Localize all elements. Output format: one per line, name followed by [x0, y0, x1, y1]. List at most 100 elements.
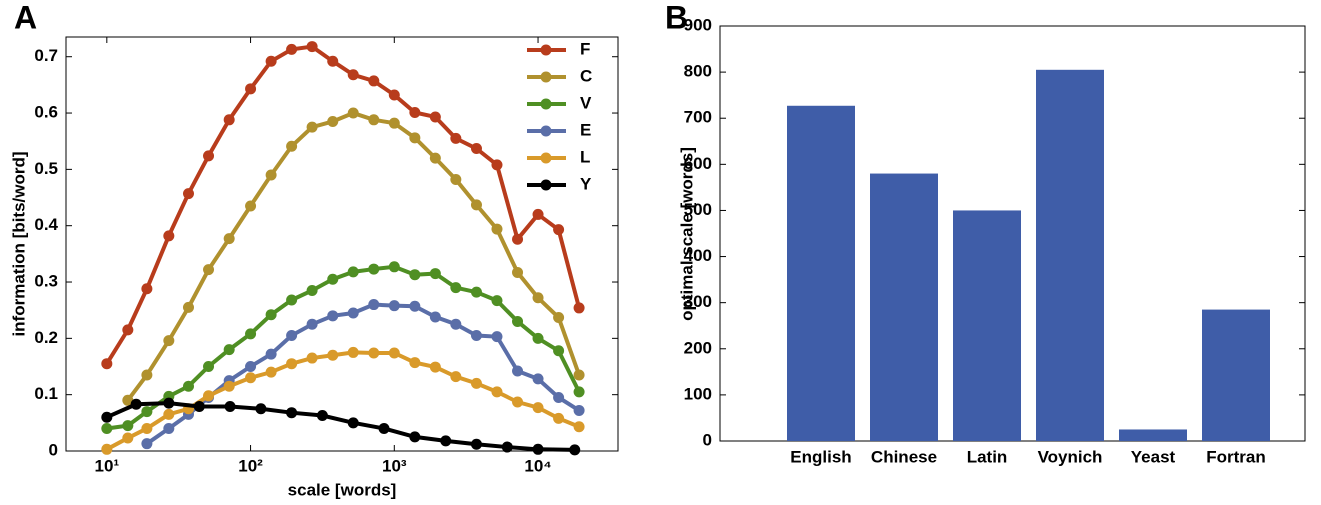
plot-frame — [65, 36, 619, 452]
point — [470, 199, 482, 211]
point — [122, 420, 134, 432]
point — [409, 106, 421, 118]
point — [245, 372, 257, 384]
point — [573, 369, 585, 381]
point — [286, 407, 298, 419]
point — [223, 380, 235, 392]
point — [163, 230, 175, 242]
point — [265, 348, 277, 360]
bar — [787, 105, 855, 442]
y-tick-label: 0 — [703, 430, 712, 449]
point — [573, 302, 585, 314]
legend-label: F — [580, 39, 590, 58]
point — [286, 140, 298, 152]
point — [203, 361, 215, 373]
point — [470, 330, 482, 342]
x-tick-label: Chinese — [871, 447, 937, 466]
legend-label: V — [580, 93, 592, 112]
point — [409, 357, 421, 369]
legend-marker — [540, 98, 552, 110]
point — [388, 89, 400, 101]
point — [553, 412, 565, 424]
point — [368, 299, 380, 311]
point — [203, 390, 215, 402]
y-tick-label: 0.2 — [34, 328, 58, 347]
point — [347, 107, 359, 119]
x-tick-label: 10¹ — [95, 456, 120, 475]
point — [553, 312, 565, 324]
point — [223, 114, 235, 126]
point — [265, 55, 277, 67]
point — [429, 361, 441, 373]
y-tick-label: 800 — [684, 62, 712, 81]
y-tick-label: 0 — [49, 440, 58, 459]
point — [512, 365, 524, 377]
point — [512, 233, 524, 245]
point — [265, 309, 277, 321]
legend-marker — [540, 44, 552, 56]
point — [245, 200, 257, 212]
panel-label: A — [14, 0, 37, 35]
point — [368, 75, 380, 87]
panel-label: B — [665, 0, 688, 35]
legend-label: C — [580, 66, 592, 85]
point — [316, 410, 328, 422]
point — [141, 438, 153, 450]
bar — [1202, 309, 1270, 441]
point — [286, 294, 298, 306]
y-tick-label: 0.6 — [34, 103, 58, 122]
point — [532, 402, 544, 414]
y-tick-label: 0.1 — [34, 384, 58, 403]
point — [368, 114, 380, 126]
point — [429, 111, 441, 123]
point — [223, 233, 235, 245]
point — [347, 346, 359, 358]
point — [491, 295, 503, 307]
point — [347, 266, 359, 278]
point — [450, 282, 462, 294]
point — [532, 373, 544, 385]
y-axis-label: optimal scale [words] — [677, 147, 696, 321]
point — [163, 397, 175, 409]
point — [501, 441, 513, 453]
point — [223, 344, 235, 356]
point — [491, 386, 503, 398]
point — [470, 286, 482, 298]
y-tick-label: 600 — [684, 154, 712, 173]
point — [470, 438, 482, 450]
point — [306, 284, 318, 296]
point — [286, 358, 298, 370]
legend-label: L — [580, 147, 590, 166]
y-tick-label: 500 — [684, 200, 712, 219]
point — [409, 269, 421, 281]
y-tick-label: 0.4 — [34, 215, 58, 234]
point — [409, 431, 421, 443]
point — [245, 83, 257, 95]
point — [450, 371, 462, 383]
x-tick-label: 10² — [238, 456, 263, 475]
point — [141, 422, 153, 434]
y-tick-label: 0.7 — [34, 46, 58, 65]
x-tick-label: English — [790, 447, 851, 466]
point — [306, 352, 318, 364]
point — [512, 266, 524, 278]
x-tick-label: 10⁴ — [524, 456, 551, 475]
point — [141, 369, 153, 381]
y-tick-label: 900 — [684, 15, 712, 34]
point — [327, 115, 339, 127]
series-line — [105, 44, 582, 365]
point — [265, 169, 277, 181]
legend-marker — [540, 179, 552, 191]
point — [163, 335, 175, 347]
point — [163, 408, 175, 420]
point — [327, 55, 339, 67]
point — [470, 143, 482, 155]
point — [193, 401, 205, 413]
point — [429, 268, 441, 280]
point — [130, 398, 142, 410]
point — [245, 361, 257, 373]
legend-marker — [540, 71, 552, 83]
point — [255, 403, 267, 415]
point — [491, 223, 503, 235]
